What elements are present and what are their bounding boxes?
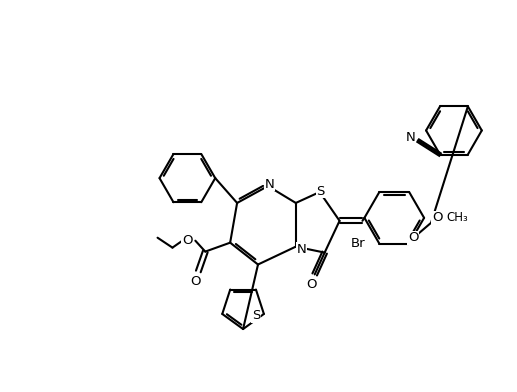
Text: CH₃: CH₃: [446, 211, 468, 224]
Text: O: O: [190, 275, 201, 288]
Text: N: N: [405, 131, 415, 144]
Text: S: S: [316, 185, 325, 198]
Text: S: S: [252, 309, 260, 323]
Text: N: N: [297, 243, 307, 256]
Text: O: O: [182, 234, 193, 247]
Text: O: O: [307, 278, 317, 291]
Text: O: O: [408, 231, 418, 244]
Text: N: N: [265, 178, 275, 191]
Text: Br: Br: [351, 237, 366, 250]
Text: O: O: [432, 211, 443, 224]
